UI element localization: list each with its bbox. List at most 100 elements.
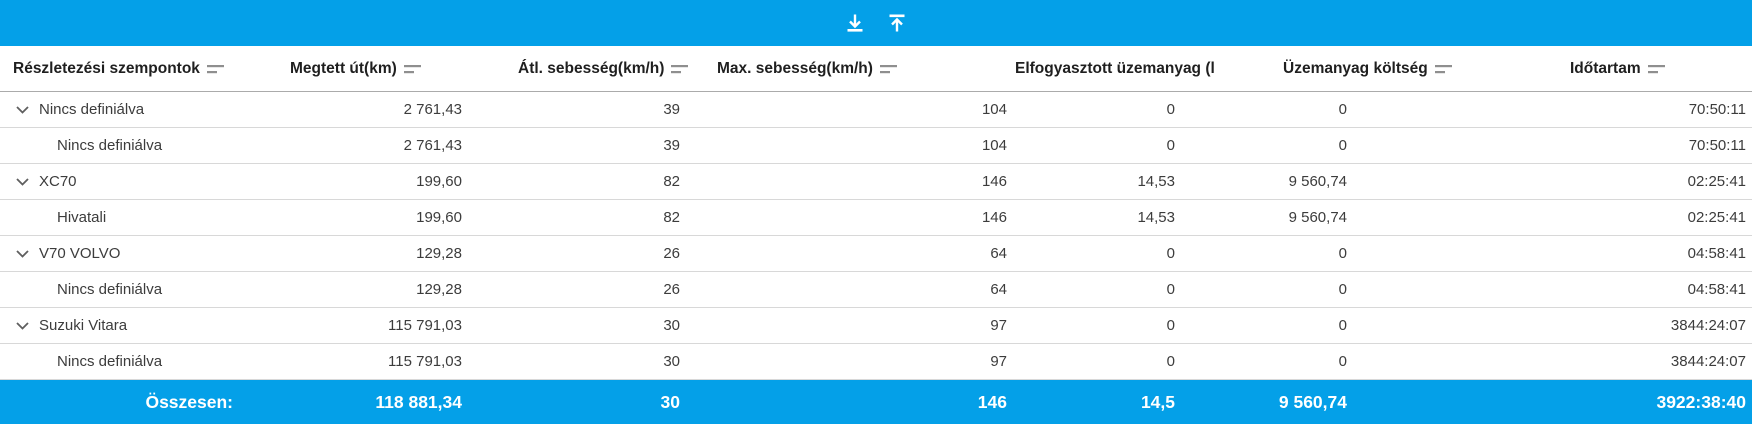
cell-duration: 02:25:41	[1687, 173, 1746, 190]
cell-duration: 70:50:11	[1688, 101, 1746, 118]
cell-avg-speed: 30	[663, 353, 680, 370]
row-label: Nincs definiálva	[39, 101, 145, 118]
row-label-cell: V70 VOLVO	[0, 236, 250, 271]
cell-avg-speed: 26	[663, 281, 680, 298]
row-label-cell: XC70	[0, 164, 250, 199]
table-row[interactable]: Nincs definiálva 2 761,43 39 104 0 0 70:…	[0, 128, 1752, 164]
cell-avg-speed: 39	[663, 101, 680, 118]
table-row[interactable]: Nincs definiálva 129,28 26 64 0 0 04:58:…	[0, 272, 1752, 308]
cell-duration: 3844:24:07	[1670, 353, 1746, 370]
sort-icon	[1647, 64, 1665, 73]
export-upload-icon[interactable]	[885, 11, 909, 35]
sort-icon	[1434, 64, 1452, 73]
cell-fuel-consumed: 0	[1166, 281, 1175, 298]
cell-avg-speed: 82	[663, 173, 680, 190]
cell-fuel-consumed: 0	[1166, 353, 1175, 370]
row-label-cell: Nincs definiálva	[0, 344, 250, 379]
toolbar	[0, 0, 1752, 46]
cell-max-speed: 104	[981, 137, 1007, 154]
column-header-label: Megtett út(km)	[290, 59, 397, 77]
cell-avg-speed: 39	[663, 137, 680, 154]
cell-avg-speed: 30	[663, 317, 680, 334]
row-label: Suzuki Vitara	[39, 317, 128, 334]
total-distance: 118 881,34	[375, 391, 462, 412]
row-label-cell: Nincs definiálva	[0, 128, 250, 163]
cell-fuel-consumed: 0	[1166, 101, 1175, 118]
column-header-max-speed[interactable]: Max. sebesség(km/h)	[717, 46, 898, 91]
cell-fuel-cost: 0	[1338, 245, 1347, 262]
total-fuel-consumed: 14,5	[1140, 391, 1175, 412]
cell-fuel-consumed: 0	[1166, 137, 1175, 154]
column-header-distance[interactable]: Megtett út(km)	[290, 46, 422, 91]
totals-label: Összesen:	[145, 391, 233, 412]
cell-duration: 3844:24:07	[1670, 317, 1746, 334]
row-label: Nincs definiálva	[57, 281, 163, 298]
table-row[interactable]: Nincs definiálva 2 761,43 39 104 0 0 70:…	[0, 92, 1752, 128]
cell-fuel-consumed: 14,53	[1137, 209, 1175, 226]
table-row[interactable]: Hivatali 199,60 82 146 14,53 9 560,74 02…	[0, 200, 1752, 236]
cell-distance: 199,60	[416, 209, 462, 226]
cell-distance: 2 761,43	[403, 101, 462, 118]
row-label-cell: Nincs definiálva	[0, 92, 250, 127]
cell-fuel-consumed: 0	[1166, 317, 1175, 334]
column-header-avg-speed[interactable]: Átl. sebesség(km/h)	[518, 46, 689, 91]
column-header-label: Átl. sebesség(km/h)	[518, 59, 665, 77]
cell-duration: 70:50:11	[1688, 137, 1746, 154]
cell-duration: 04:58:41	[1687, 281, 1746, 298]
chevron-down-icon[interactable]	[16, 177, 29, 186]
row-label-cell: Hivatali	[0, 200, 250, 235]
row-label-cell: Suzuki Vitara	[0, 308, 250, 343]
cell-distance: 129,28	[416, 245, 462, 262]
cell-avg-speed: 82	[663, 209, 680, 226]
total-avg-speed: 30	[660, 391, 680, 412]
row-label: V70 VOLVO	[39, 245, 121, 262]
cell-fuel-consumed: 14,53	[1137, 173, 1175, 190]
column-header-label: Részletezési szempontok	[13, 59, 200, 77]
table-row[interactable]: Suzuki Vitara 115 791,03 30 97 0 0 3844:…	[0, 308, 1752, 344]
cell-max-speed: 64	[990, 281, 1007, 298]
export-download-icon[interactable]	[843, 11, 867, 35]
table-header-row: Részletezési szempontok Megtett út(km) Á…	[0, 46, 1752, 92]
table-row[interactable]: XC70 199,60 82 146 14,53 9 560,74 02:25:…	[0, 164, 1752, 200]
total-fuel-cost: 9 560,74	[1278, 391, 1347, 412]
row-label: Hivatali	[57, 209, 107, 226]
column-header-fuel-cost[interactable]: Üzemanyag költség	[1283, 46, 1453, 91]
sort-icon	[403, 64, 421, 73]
row-label: XC70	[39, 173, 77, 190]
column-header-label: Elfogyasztott üzemanyag (l	[1015, 59, 1215, 77]
cell-fuel-cost: 0	[1338, 353, 1347, 370]
cell-distance: 2 761,43	[403, 137, 462, 154]
column-header-label: Max. sebesség(km/h)	[717, 59, 873, 77]
sort-icon	[671, 64, 689, 73]
chevron-down-icon[interactable]	[16, 105, 29, 114]
row-label: Nincs definiálva	[57, 353, 163, 370]
cell-distance: 115 791,03	[388, 353, 462, 370]
cell-max-speed: 97	[990, 317, 1007, 334]
totals-row: Összesen: 118 881,34 30 146 14,5 9 560,7…	[0, 380, 1752, 424]
cell-fuel-consumed: 0	[1166, 245, 1175, 262]
cell-distance: 129,28	[416, 281, 462, 298]
total-max-speed: 146	[977, 391, 1007, 412]
cell-max-speed: 146	[981, 209, 1007, 226]
cell-fuel-cost: 0	[1338, 317, 1347, 334]
cell-max-speed: 104	[981, 101, 1007, 118]
row-label-cell: Nincs definiálva	[0, 272, 250, 307]
column-header-detail-aspects[interactable]: Részletezési szempontok	[13, 46, 225, 91]
column-header-label: Üzemanyag költség	[1283, 59, 1428, 77]
sort-icon	[206, 64, 224, 73]
column-header-fuel-consumed[interactable]: Elfogyasztott üzemanyag (l	[1015, 46, 1215, 91]
chevron-down-icon[interactable]	[16, 321, 29, 330]
cell-fuel-cost: 9 560,74	[1288, 209, 1347, 226]
cell-duration: 04:58:41	[1687, 245, 1746, 262]
cell-max-speed: 146	[981, 173, 1007, 190]
cell-avg-speed: 26	[663, 245, 680, 262]
column-header-duration[interactable]: Időtartam	[1570, 46, 1666, 91]
column-header-label: Időtartam	[1570, 59, 1641, 77]
cell-max-speed: 97	[990, 353, 1007, 370]
chevron-down-icon[interactable]	[16, 249, 29, 258]
table-row[interactable]: V70 VOLVO 129,28 26 64 0 0 04:58:41	[0, 236, 1752, 272]
cell-fuel-cost: 9 560,74	[1288, 173, 1347, 190]
cell-distance: 199,60	[416, 173, 462, 190]
table-row[interactable]: Nincs definiálva 115 791,03 30 97 0 0 38…	[0, 344, 1752, 380]
cell-fuel-cost: 0	[1338, 137, 1347, 154]
